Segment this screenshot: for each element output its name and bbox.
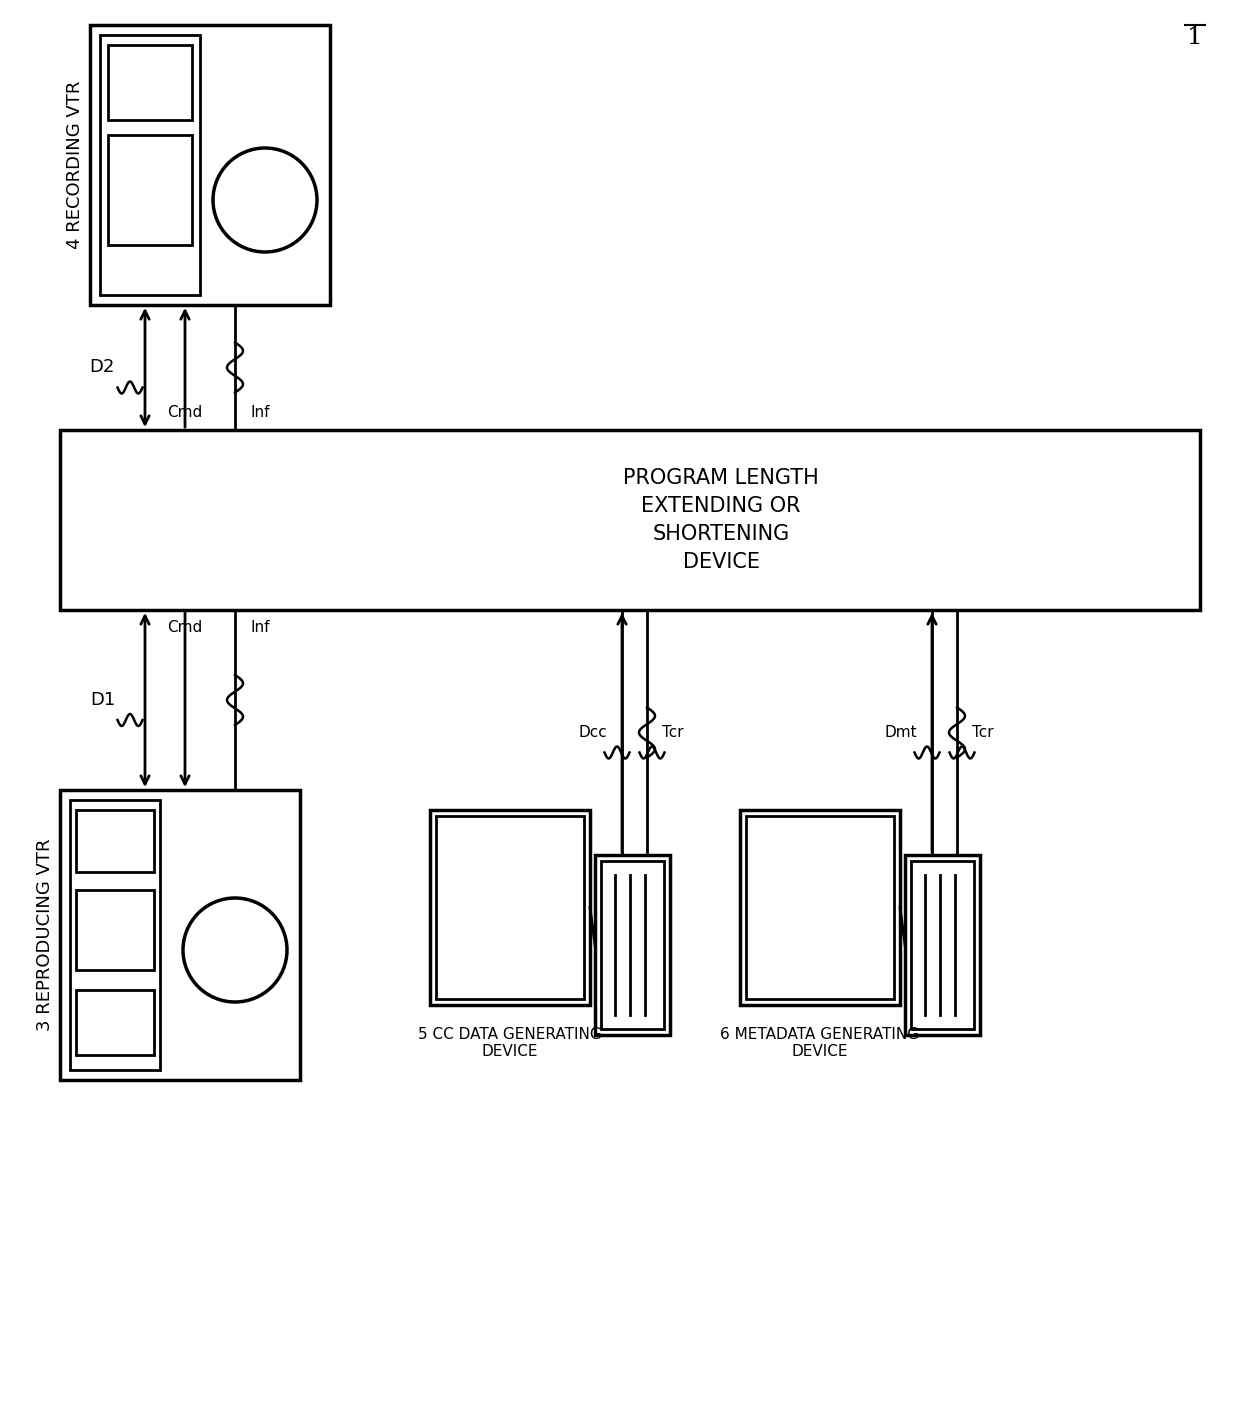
Text: PROGRAM LENGTH
EXTENDING OR
SHORTENING
DEVICE: PROGRAM LENGTH EXTENDING OR SHORTENING D… [624,468,820,571]
Bar [108,135,192,245]
Bar [595,855,670,1035]
Bar [69,800,160,1071]
Bar [746,815,894,1000]
Bar [91,26,330,305]
Bar [430,810,590,1005]
Bar [76,990,154,1055]
Text: D2: D2 [89,359,115,377]
Text: Cmd: Cmd [167,406,202,420]
Text: 5 CC DATA GENERATING
DEVICE: 5 CC DATA GENERATING DEVICE [418,1027,601,1059]
Bar [100,35,200,295]
Text: D1: D1 [89,691,115,709]
Bar [601,861,663,1029]
Text: 3 REPRODUCING VTR: 3 REPRODUCING VTR [36,839,55,1031]
Bar [436,815,584,1000]
Text: Dmt: Dmt [884,725,918,740]
Text: 6 METADATA GENERATING
DEVICE: 6 METADATA GENERATING DEVICE [720,1027,920,1059]
Bar [60,790,300,1081]
Bar [76,891,154,970]
Text: Tcr: Tcr [662,725,683,740]
Bar [60,430,1200,610]
Text: Inf: Inf [250,620,269,635]
Bar [108,45,192,121]
Bar [905,855,980,1035]
Text: Inf: Inf [250,406,269,420]
Bar [76,810,154,872]
Text: 4 RECORDING VTR: 4 RECORDING VTR [66,81,84,250]
Bar [911,861,973,1029]
Text: Tcr: Tcr [972,725,993,740]
Text: 1: 1 [1187,27,1203,50]
Text: Cmd: Cmd [167,620,202,635]
Text: Dcc: Dcc [578,725,608,740]
Bar [740,810,900,1005]
